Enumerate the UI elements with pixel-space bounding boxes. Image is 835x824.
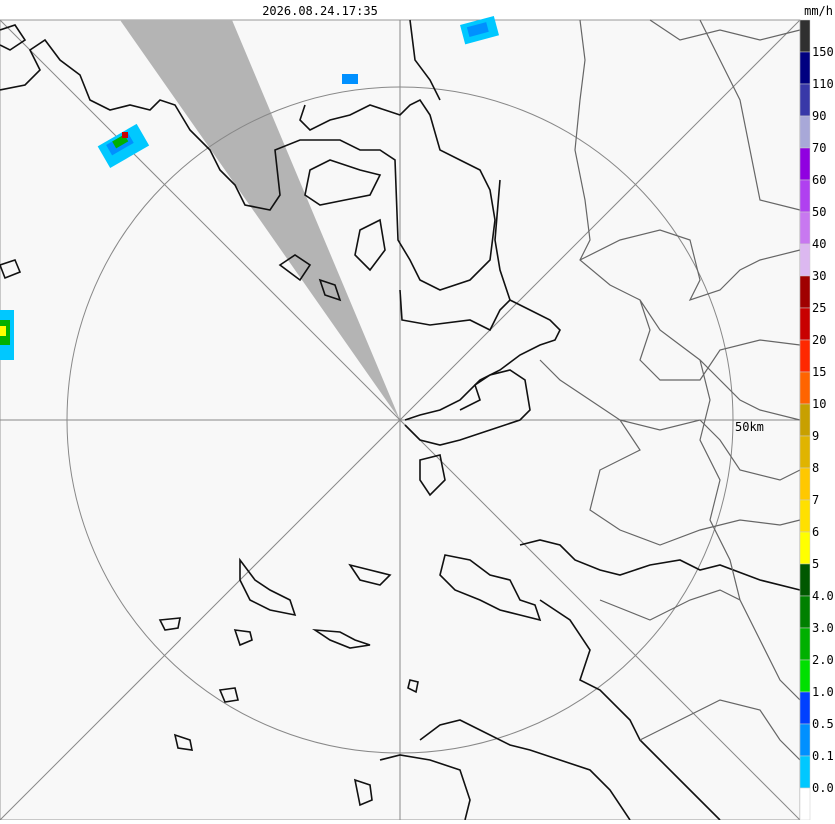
timestamp: 2026.08.24.17:35	[262, 4, 378, 18]
legend-swatch	[799, 243, 811, 277]
coastline	[419, 539, 801, 821]
legend-swatch	[799, 435, 811, 469]
legend-label: 25	[812, 301, 826, 315]
legend-swatch	[799, 723, 811, 757]
legend-swatch	[799, 691, 811, 725]
admin-border	[539, 19, 801, 761]
legend-label: 30	[812, 269, 826, 283]
legend-swatch	[799, 787, 811, 821]
legend-swatch	[799, 19, 811, 53]
rain-cell	[0, 326, 6, 336]
header-bar	[0, 0, 835, 20]
legend-label: 110	[812, 77, 834, 91]
legend-label: 0.0	[812, 781, 834, 795]
legend-label: 60	[812, 173, 826, 187]
legend-swatch	[799, 467, 811, 501]
legend-label: 7	[812, 493, 819, 507]
precipitation	[0, 15, 500, 360]
coastline	[0, 38, 561, 421]
beam-block	[120, 20, 400, 420]
legend-label: 5	[812, 557, 819, 571]
legend-swatch	[799, 179, 811, 213]
legend-swatch	[799, 371, 811, 405]
legend-swatch	[799, 499, 811, 533]
legend-swatch	[799, 627, 811, 661]
legend-swatch	[799, 51, 811, 85]
legend-swatch	[799, 307, 811, 341]
legend-label: 40	[812, 237, 826, 251]
legend-swatch	[799, 115, 811, 149]
legend-label: 4.0	[812, 589, 834, 603]
legend-swatch	[799, 147, 811, 181]
legend-swatch	[799, 339, 811, 373]
legend-label: 90	[812, 109, 826, 123]
legend-label: 1.0	[812, 685, 834, 699]
legend-swatch	[799, 403, 811, 437]
map: 50km	[0, 15, 801, 821]
legend-label: 6	[812, 525, 819, 539]
legend-swatch	[799, 275, 811, 309]
legend-label: 15	[812, 365, 826, 379]
legend-label: 0.5	[812, 717, 834, 731]
legend-swatch	[799, 659, 811, 693]
legend-label: 20	[812, 333, 826, 347]
legend-label: 10	[812, 397, 826, 411]
axis-line	[0, 19, 801, 821]
legend-label: 50	[812, 205, 826, 219]
legend-label: 70	[812, 141, 826, 155]
legend-swatch	[799, 83, 811, 117]
legend-label: 3.0	[812, 621, 834, 635]
rain-cell	[122, 132, 128, 138]
legend-label: 150	[812, 45, 834, 59]
coastline	[0, 19, 542, 821]
legend: 150 110 90 70 60 50 40 30 25 20 15 10 9 8 7 6 5 4.0 3.0 2.0…	[799, 19, 834, 821]
legend-swatch	[799, 531, 811, 565]
legend-swatch	[799, 595, 811, 629]
legend-swatch	[799, 563, 811, 597]
legend-swatch	[799, 211, 811, 245]
unit-label: mm/h	[804, 4, 833, 18]
range-label: 50km	[735, 420, 764, 434]
legend-label: 8	[812, 461, 819, 475]
legend-label: 9	[812, 429, 819, 443]
rain-cell	[342, 74, 358, 84]
legend-label: 0.1	[812, 749, 834, 763]
legend-swatch	[799, 755, 811, 789]
legend-label: 2.0	[812, 653, 834, 667]
